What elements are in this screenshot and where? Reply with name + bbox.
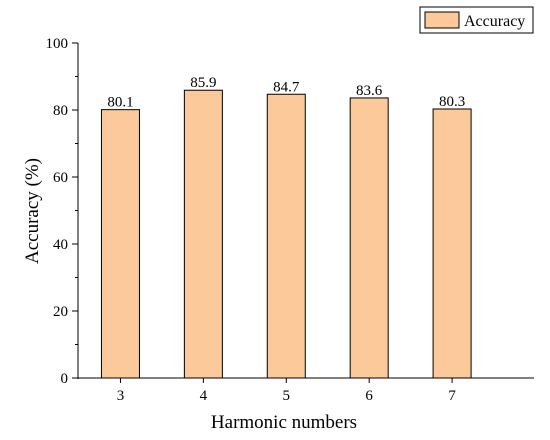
x-tick-label: 3 [117,388,125,404]
data-label: 80.1 [107,95,133,111]
y-tick-label: 40 [53,237,68,253]
y-tick-label: 80 [53,103,68,119]
y-tick-label: 100 [46,36,69,52]
y-tick-label: 0 [61,371,69,387]
legend: Accuracy [419,6,534,34]
bar [349,97,389,379]
legend-label: Accuracy [464,13,525,30]
x-tick-label: 4 [200,388,208,404]
y-axis-title: Accuracy (%) [22,158,43,264]
x-tick-label: 7 [448,388,456,404]
plot-area: 80.1 85.9 84.7 83.6 80.3 0 20 40 60 80 100 3 4 5 6 7 [46,36,534,404]
data-label: 80.3 [439,94,465,110]
bar [432,108,472,379]
data-label: 83.6 [356,83,383,99]
y-tick-label: 60 [53,170,68,186]
x-tick-label: 5 [283,388,291,404]
bar [183,89,223,379]
bar [100,109,140,379]
x-axis-title: Harmonic numbers [211,412,357,433]
x-tick-label: 6 [365,388,373,404]
y-tick-label: 20 [53,304,68,320]
bar [266,93,306,379]
data-label: 85.9 [190,75,216,91]
legend-box [419,6,534,34]
data-label: 84.7 [273,79,300,95]
legend-swatch [424,11,460,29]
